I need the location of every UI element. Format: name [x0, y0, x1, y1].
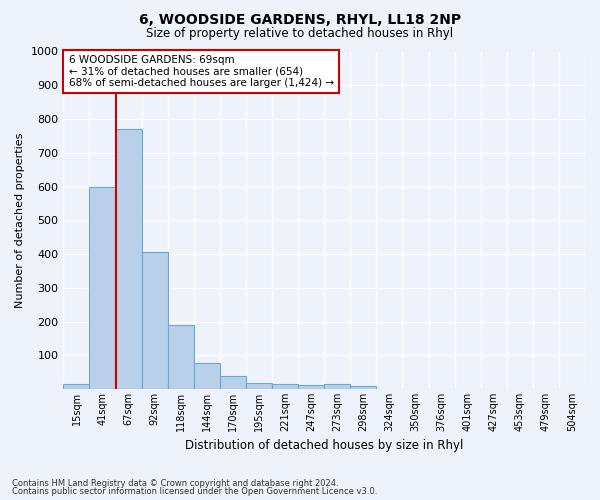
Bar: [246, 383, 272, 389]
Bar: [142, 252, 168, 389]
Bar: [272, 384, 298, 389]
Bar: [220, 376, 246, 389]
Bar: [116, 129, 142, 389]
Bar: [298, 385, 324, 389]
Bar: [324, 384, 350, 389]
Text: Contains public sector information licensed under the Open Government Licence v3: Contains public sector information licen…: [12, 487, 377, 496]
Text: Contains HM Land Registry data © Crown copyright and database right 2024.: Contains HM Land Registry data © Crown c…: [12, 478, 338, 488]
Bar: [194, 362, 220, 389]
Bar: [89, 186, 116, 389]
Bar: [64, 384, 89, 389]
Text: 6, WOODSIDE GARDENS, RHYL, LL18 2NP: 6, WOODSIDE GARDENS, RHYL, LL18 2NP: [139, 12, 461, 26]
Text: 6 WOODSIDE GARDENS: 69sqm
← 31% of detached houses are smaller (654)
68% of semi: 6 WOODSIDE GARDENS: 69sqm ← 31% of detac…: [68, 55, 334, 88]
Bar: [350, 386, 376, 389]
Bar: [168, 325, 194, 389]
X-axis label: Distribution of detached houses by size in Rhyl: Distribution of detached houses by size …: [185, 440, 463, 452]
Y-axis label: Number of detached properties: Number of detached properties: [15, 132, 25, 308]
Text: Size of property relative to detached houses in Rhyl: Size of property relative to detached ho…: [146, 28, 454, 40]
